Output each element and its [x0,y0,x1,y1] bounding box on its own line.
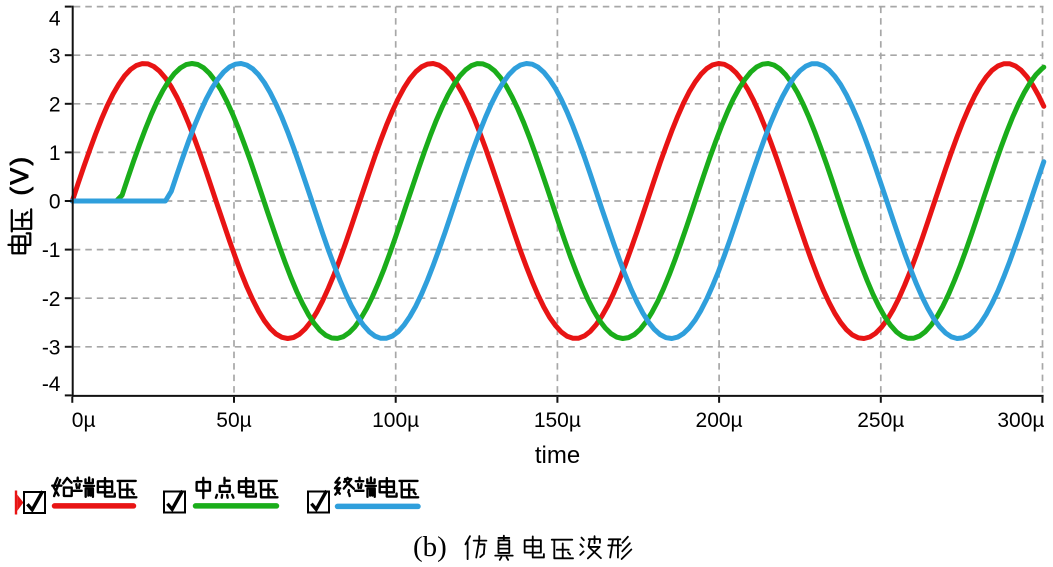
svg-text:300µ: 300µ [997,409,1044,432]
svg-text:-1: -1 [42,239,61,262]
svg-text:-3: -3 [42,336,61,359]
svg-text:time: time [535,442,580,469]
svg-text:0µ: 0µ [72,409,96,432]
svg-text:(V): (V) [6,155,34,196]
svg-text:150µ: 150µ [534,409,581,432]
svg-text:200µ: 200µ [696,409,743,432]
svg-text:250µ: 250µ [857,409,904,432]
svg-text:1: 1 [49,142,61,165]
svg-text:3: 3 [49,45,61,68]
svg-text:0: 0 [49,191,61,214]
svg-text:-4: -4 [42,373,61,396]
svg-text:4: 4 [49,8,61,31]
svg-text:-2: -2 [42,288,61,311]
svg-text:50µ: 50µ [216,409,251,432]
svg-text:100µ: 100µ [372,409,419,432]
svg-text:2: 2 [49,93,61,116]
svg-text:(b): (b) [413,531,447,563]
